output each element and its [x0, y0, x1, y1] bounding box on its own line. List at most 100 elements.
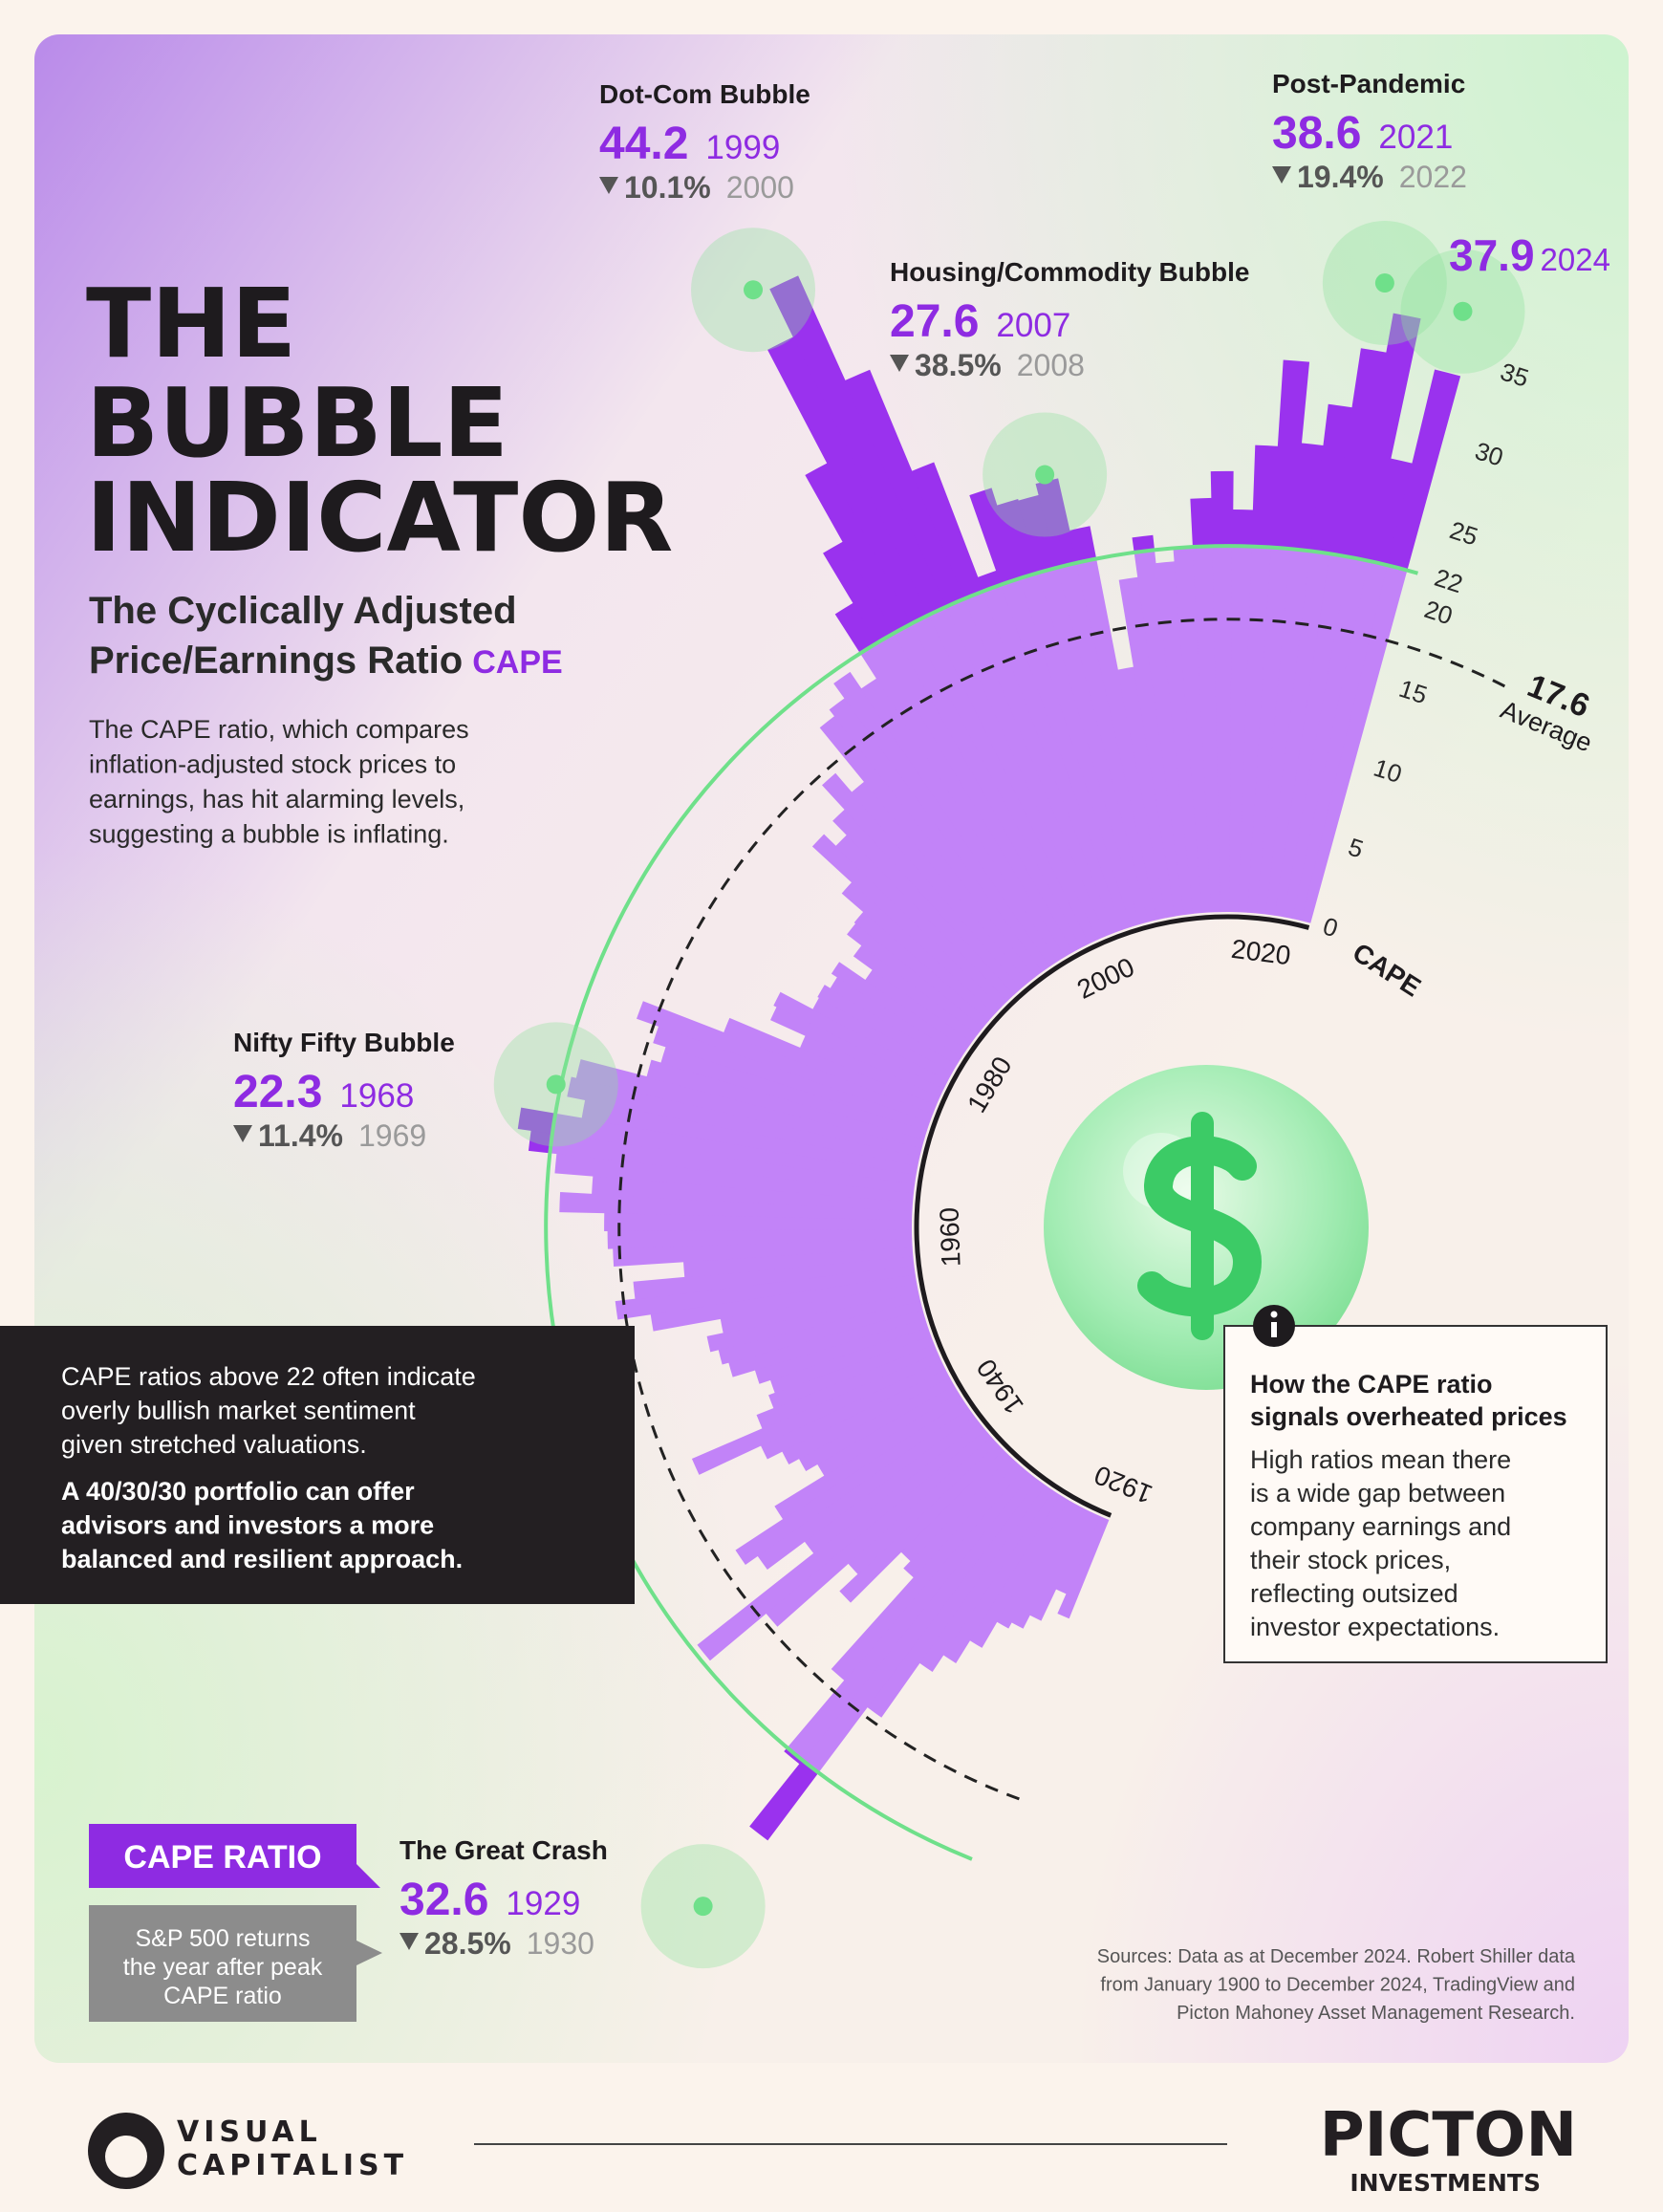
bar [567, 1076, 920, 1166]
bar [817, 985, 958, 1073]
bar-above-threshold [969, 488, 1021, 585]
bar [550, 1133, 916, 1194]
bar-above-threshold [1309, 403, 1353, 554]
bar [1173, 548, 1212, 914]
bar [812, 997, 953, 1081]
annotation-change: 19.4% [1297, 160, 1384, 194]
title: BUBBLE [86, 367, 508, 479]
annotation-value: 22.3 [233, 1067, 322, 1117]
latest-year: 2024 [1541, 242, 1610, 277]
bar [1284, 556, 1370, 920]
threshold-arc [544, 544, 1419, 1861]
bar-above-threshold [769, 275, 948, 616]
bar [811, 834, 1002, 1014]
source-line: Sources: Data as at December 2024. Rober… [1097, 1946, 1576, 1967]
down-arrow [233, 1125, 252, 1142]
annotation-value-line: 44.2 1999 [599, 119, 780, 169]
info-icon [1271, 1322, 1277, 1337]
partner: PICTON [1320, 2100, 1577, 2171]
bar [559, 1192, 913, 1221]
info-box [1223, 1325, 1608, 1663]
bar [903, 1456, 1018, 1578]
bar [969, 1494, 1069, 1648]
annotation-next-year: 2000 [726, 170, 794, 205]
legend-label: CAPE RATIO [123, 1839, 321, 1876]
annotation-title: Nifty Fifty Bubble [233, 1028, 455, 1057]
bar [706, 1291, 921, 1353]
legend-returns-line: CAPE ratio [163, 1983, 282, 2009]
bar [831, 1462, 1025, 1681]
bar [1192, 546, 1221, 913]
annotation-change: 10.1% [624, 170, 711, 205]
down-arrow [1272, 166, 1291, 184]
bar [918, 1485, 1053, 1672]
bar [822, 772, 1022, 995]
annotation-year: 1929 [506, 1885, 580, 1922]
annotation-next-year: 2022 [1399, 160, 1467, 194]
bar [942, 1489, 1061, 1663]
annotation-dot [744, 280, 764, 300]
bar [615, 1265, 916, 1320]
bar [1076, 558, 1167, 921]
callout-line: overly bullish market sentiment [61, 1397, 416, 1425]
annotation-next-year: 2008 [1017, 348, 1085, 382]
description: The CAPE ratio, which compares inflation-… [89, 715, 469, 849]
bar-above-threshold [1270, 359, 1310, 550]
bar [1256, 549, 1311, 915]
bar [773, 991, 949, 1090]
annotation-value-line: 22.3 1968 [233, 1067, 414, 1117]
latest-line: 37.9 2024 [1449, 230, 1610, 280]
bar-above-threshold [1387, 369, 1461, 571]
bar-above-threshold [784, 1747, 804, 1765]
annotation-change-line: 28.5% 1930 [424, 1926, 594, 1961]
bar [1057, 562, 1158, 922]
bar [1238, 546, 1272, 913]
bar [833, 671, 1050, 972]
description-line: earnings, has hit alarming levels, [89, 785, 464, 813]
bar [653, 1026, 930, 1132]
bar-above-threshold [1290, 443, 1325, 552]
bar [768, 1335, 935, 1409]
info-body: is a wide gap between [1250, 1479, 1505, 1507]
annotation-title: The Great Crash [400, 1835, 608, 1865]
annotation-next-year: 1930 [527, 1926, 594, 1961]
bar [853, 911, 989, 1029]
bar [650, 1273, 918, 1332]
inner-axis [914, 914, 1310, 1518]
bar [769, 1327, 932, 1394]
bar-above-threshold [749, 1760, 819, 1841]
bar [816, 1384, 960, 1477]
callout-line: CAPE ratios above 22 often indicate [61, 1362, 476, 1391]
legend-cape [89, 1824, 356, 1888]
callout-box [0, 1326, 635, 1604]
bar [723, 1017, 937, 1115]
bar-above-threshold [1132, 534, 1155, 553]
bar-above-threshold [517, 1107, 556, 1135]
bar [802, 1473, 1039, 1773]
bar [592, 1175, 914, 1212]
bar [1057, 1516, 1110, 1619]
annotation-dot [1035, 465, 1055, 485]
bar [660, 1046, 927, 1140]
bar [848, 1436, 998, 1575]
bar [865, 969, 973, 1051]
bar-above-threshold [1190, 497, 1214, 548]
annotation-change: 38.5% [915, 348, 1002, 382]
bar [900, 1449, 1011, 1562]
bar [575, 1059, 922, 1158]
bar-above-threshold [805, 463, 913, 634]
callout-emphasis: A 40/30/30 portfolio can offer [61, 1477, 415, 1506]
bar [760, 1360, 946, 1460]
bar [551, 1113, 917, 1184]
bar [894, 623, 1082, 953]
bar [766, 1429, 992, 1627]
bar [1134, 550, 1194, 916]
annotation-value: 44.2 [599, 119, 688, 169]
bar [637, 1001, 934, 1123]
legend-arrow [356, 1864, 380, 1888]
legend-returns-line: the year after peak [123, 1954, 323, 1981]
annotation-year: 2021 [1378, 119, 1453, 156]
annotation-change: 28.5% [424, 1926, 511, 1961]
info-icon [1270, 1311, 1278, 1318]
